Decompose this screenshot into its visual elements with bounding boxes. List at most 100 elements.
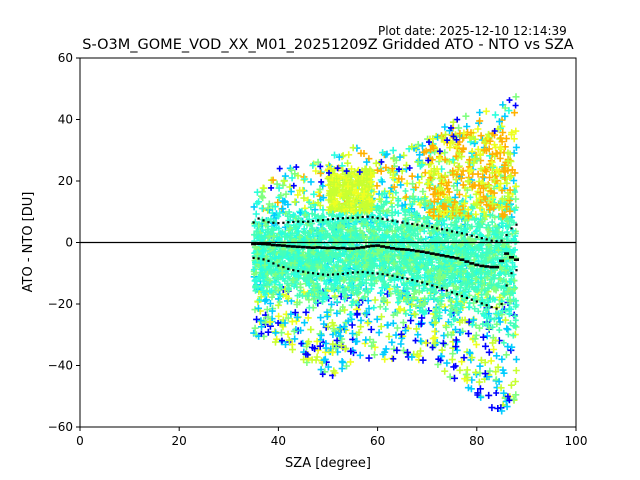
plot-date: Plot date: 2025-12-10 12:14:39 — [378, 24, 567, 38]
lower-percentile-mark — [416, 280, 419, 283]
scatter-point — [453, 186, 461, 194]
upper-percentile-mark — [480, 237, 483, 240]
scatter-point — [446, 373, 454, 381]
scatter-point — [261, 297, 269, 305]
scatter-point — [492, 368, 500, 376]
lower-percentile-mark — [252, 256, 255, 259]
scatter-point — [252, 210, 260, 218]
scatter-point — [300, 356, 308, 364]
scatter-point — [284, 273, 291, 280]
scatter-point — [450, 182, 457, 189]
scatter-point — [271, 203, 279, 211]
scatter-point — [468, 223, 475, 230]
median-mark — [251, 242, 257, 246]
scatter-point — [449, 118, 457, 126]
scatter-point — [482, 342, 489, 350]
scatter-point — [332, 344, 340, 352]
upper-percentile-mark — [416, 223, 419, 226]
scatter-point — [317, 214, 324, 221]
scatter-point — [458, 302, 465, 309]
scatter-point — [312, 356, 320, 364]
scatter-point — [493, 352, 501, 360]
scatter-point — [465, 243, 472, 249]
scatter-point — [476, 385, 484, 393]
scatter-point — [339, 152, 347, 160]
median-mark — [256, 242, 262, 245]
median-mark — [394, 247, 400, 251]
scatter-point — [361, 218, 368, 225]
median-mark — [370, 244, 376, 248]
scatter-point — [285, 336, 293, 344]
scatter-point — [495, 378, 503, 386]
scatter-point — [365, 318, 373, 326]
scatter-point — [259, 194, 267, 202]
scatter-point — [307, 326, 315, 334]
scatter-point — [331, 327, 339, 335]
scatter-point — [314, 199, 322, 207]
scatter-point — [512, 143, 520, 151]
x-tick-label: 60 — [370, 434, 385, 448]
scatter-point — [271, 278, 278, 285]
scatter-point — [395, 299, 401, 306]
median-mark — [270, 243, 276, 247]
scatter-point — [277, 192, 285, 199]
scatter-point — [287, 217, 294, 224]
scatter-point — [348, 311, 355, 318]
scatter-point — [330, 367, 338, 375]
scatter-point — [262, 291, 269, 298]
scatter-point — [493, 303, 501, 311]
lower-percentile-mark — [366, 271, 369, 274]
scatter-point — [402, 193, 410, 201]
scatter-point — [262, 222, 269, 229]
scatter-point — [422, 235, 429, 242]
y-tick-label: 20 — [58, 174, 73, 188]
scatter-point — [277, 293, 284, 300]
scatter-point — [279, 269, 286, 276]
scatter-point — [379, 191, 386, 198]
scatter-point — [442, 323, 450, 331]
scatter-point — [285, 255, 292, 262]
scatter-point — [452, 326, 459, 334]
median-mark — [300, 245, 306, 249]
scatter-point — [418, 142, 426, 150]
scatter-point — [397, 330, 405, 338]
scatter-point — [307, 178, 315, 186]
scatter-point — [282, 190, 290, 198]
scatter-point — [495, 310, 502, 317]
scatter-point — [317, 314, 325, 322]
scatter-point — [300, 288, 308, 296]
scatter-point — [378, 178, 386, 186]
scatter-point — [291, 170, 299, 178]
upper-percentile-mark — [450, 230, 454, 233]
scatter-point — [457, 305, 464, 312]
scatter-point — [282, 233, 289, 240]
scatter-point — [264, 313, 272, 321]
scatter-point — [412, 303, 419, 310]
upper-percentile-mark — [297, 220, 300, 223]
scatter-point — [511, 378, 519, 385]
scatter-point — [306, 304, 313, 311]
upper-percentile-mark — [460, 232, 463, 235]
scatter-point — [463, 123, 471, 130]
scatter-point — [341, 345, 349, 353]
scatter-point — [471, 256, 478, 263]
upper-percentile-mark — [386, 218, 389, 221]
scatter-point — [455, 124, 463, 132]
lower-percentile-mark — [287, 267, 290, 270]
upper-percentile-mark — [495, 240, 498, 243]
scatter-point — [367, 326, 375, 333]
lower-percentile-mark — [381, 273, 384, 276]
scatter-point — [475, 258, 482, 265]
scatter-point — [414, 141, 422, 148]
scatter-point — [413, 213, 420, 220]
scatter-point — [251, 306, 259, 314]
scatter-point — [355, 329, 363, 336]
scatter-point — [395, 175, 403, 183]
lower-percentile-mark — [351, 271, 354, 274]
scatter-point — [492, 336, 499, 344]
scatter-point — [343, 293, 350, 300]
scatter-point — [365, 354, 373, 362]
upper-percentile-mark — [252, 221, 255, 224]
lower-percentile-mark — [326, 273, 330, 276]
scatter-point — [291, 335, 299, 343]
